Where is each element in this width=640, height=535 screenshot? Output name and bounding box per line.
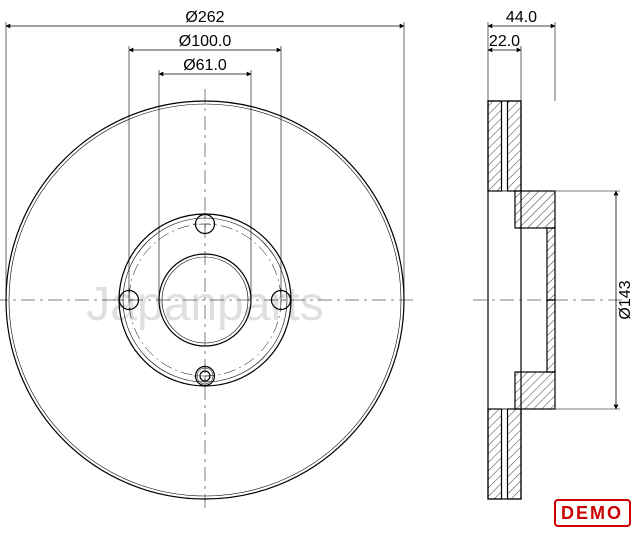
demo-label: DEMO <box>561 503 623 523</box>
svg-text:44.0: 44.0 <box>506 9 537 26</box>
side-view <box>473 101 625 499</box>
svg-text:22.0: 22.0 <box>489 33 520 50</box>
svg-text:Ø61.0: Ø61.0 <box>183 57 227 74</box>
svg-text:Ø100.0: Ø100.0 <box>179 33 232 50</box>
svg-text:Ø143: Ø143 <box>617 280 634 319</box>
technical-drawing: Japanparts Ø262Ø100.0Ø61.044.022.0Ø143 D… <box>0 0 640 535</box>
svg-text:Ø262: Ø262 <box>185 9 224 26</box>
